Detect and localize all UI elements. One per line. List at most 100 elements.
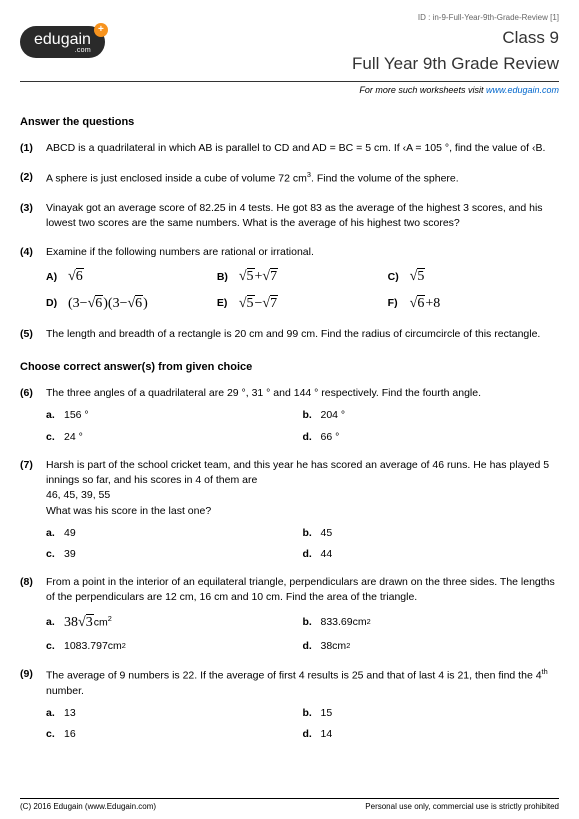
qtext-a: The average of 9 numbers is 22. If the a… (46, 670, 542, 682)
question-2: (2) A sphere is just enclosed inside a c… (20, 170, 559, 191)
qbody: ABCD is a quadrilateral in which AB is p… (46, 141, 559, 160)
footer: (C) 2016 Edugain (www.Edugain.com) Perso… (20, 798, 559, 813)
math-expr: 5 (410, 267, 426, 287)
math-expr: 383 (64, 613, 94, 633)
option-c: c. 1083.797cm2 (46, 636, 303, 657)
option-a: a.156 ° (46, 405, 303, 426)
qnum: (5) (20, 327, 46, 346)
question-3: (3) Vinayak got an average score of 82.2… (20, 201, 559, 235)
opt-label: a. (46, 526, 60, 541)
opt-val: 24 ° (64, 430, 83, 445)
qtext-line1: Harsh is part of the school cricket team… (46, 458, 559, 488)
title-block: Class 9 Full Year 9th Grade Review (352, 26, 559, 77)
qtext-b: . Find the volume of the sphere. (311, 173, 459, 185)
opt-label: c. (46, 430, 60, 445)
edugain-logo: edugain + .com (20, 26, 105, 58)
header-row: edugain + .com Class 9 Full Year 9th Gra… (20, 26, 559, 77)
option-b: b. 45 (303, 523, 560, 544)
footer-left: (C) 2016 Edugain (www.Edugain.com) (20, 801, 156, 813)
option-a: a. 49 (46, 523, 303, 544)
opt-label: D) (46, 296, 62, 311)
option-c: c.39 (46, 544, 303, 565)
option-f: F)6+8 (388, 291, 559, 317)
qtext: Examine if the following numbers are rat… (46, 245, 559, 260)
question-5: (5) The length and breadth of a rectangl… (20, 327, 559, 346)
opt-val: 16 (64, 727, 76, 742)
opt-val: 44 (321, 547, 333, 562)
opt-label: b. (303, 706, 317, 721)
qbody: A sphere is just enclosed inside a cube … (46, 170, 559, 191)
qtext: The average of 9 numbers is 22. If the a… (46, 667, 559, 699)
question-9: (9) The average of 9 numbers is 22. If t… (20, 667, 559, 745)
math-expr: 6 (68, 267, 84, 287)
qbody: Vinayak got an average score of 82.25 in… (46, 201, 559, 235)
divider (20, 81, 559, 82)
question-8: (8) From a point in the interior of an e… (20, 575, 559, 657)
opt-val: 14 (321, 727, 333, 742)
option-d: d.38cm2 (303, 636, 560, 657)
option-b: B)5+7 (217, 264, 388, 290)
qnum: (2) (20, 170, 46, 191)
options-row: a.383cm2 b.833.69cm2 c.1083.797cm2 d.38c… (46, 610, 559, 658)
opt-label: c. (46, 727, 60, 742)
opt-label: F) (388, 296, 404, 311)
option-d: d. 14 (303, 724, 560, 745)
subhead-link[interactable]: www.edugain.com (486, 85, 559, 95)
subhead-prefix: For more such worksheets visit (359, 85, 486, 95)
opt-val: 204 ° (321, 408, 346, 423)
options-row: a.13 b.15 c.16 d.14 (46, 703, 559, 745)
opt-label: A) (46, 270, 62, 285)
qbody: The average of 9 numbers is 22. If the a… (46, 667, 559, 745)
doc-id: ID : in-9-Full-Year-9th-Grade-Review [1] (20, 12, 559, 24)
opt-label: b. (303, 615, 317, 630)
opt-label: a. (46, 706, 60, 721)
header: ID : in-9-Full-Year-9th-Grade-Review [1]… (20, 12, 559, 97)
qnum: (1) (20, 141, 46, 160)
option-c: C)5 (388, 264, 559, 290)
superscript: 2 (346, 641, 350, 652)
opt-label: b. (303, 526, 317, 541)
opt-val: 1083.797cm (64, 639, 122, 654)
option-c: c. 24 ° (46, 427, 303, 448)
options-row: A) 6 B)5+7 C)5 D) (3−6)(3−6) E)5−7 F)6+8 (46, 264, 559, 317)
plus-icon: + (94, 23, 108, 37)
option-b: b. 204 ° (303, 405, 560, 426)
option-c: c. 16 (46, 724, 303, 745)
opt-label: a. (46, 408, 60, 423)
math-expr: 5−7 (239, 294, 278, 314)
opt-val: 66 ° (321, 430, 340, 445)
opt-label: d. (303, 727, 317, 742)
class-label: Class 9 (352, 26, 559, 51)
qbody: From a point in the interior of an equil… (46, 575, 559, 657)
superscript: 2 (122, 641, 126, 652)
section1-title: Answer the questions (20, 115, 559, 131)
math-expr: (3−6)(3−6) (68, 294, 148, 314)
superscript: th (542, 667, 548, 676)
question-1: (1) ABCD is a quadrilateral in which AB … (20, 141, 559, 160)
qnum: (3) (20, 201, 46, 235)
opt-val: 49 (64, 526, 76, 541)
qtext: The length and breadth of a rectangle is… (46, 327, 559, 342)
qtext-a: A sphere is just enclosed inside a cube … (46, 173, 307, 185)
option-e: E)5−7 (217, 291, 388, 317)
opt-label: d. (303, 430, 317, 445)
option-a: A) 6 (46, 264, 217, 290)
option-a: a. 13 (46, 703, 303, 724)
qbody: Examine if the following numbers are rat… (46, 245, 559, 317)
qnum: (6) (20, 386, 46, 448)
opt-val: 13 (64, 706, 76, 721)
option-a: a.383cm2 (46, 610, 303, 636)
opt-val: 45 (321, 526, 333, 541)
section2-title: Choose correct answer(s) from given choi… (20, 360, 559, 376)
options-row: a.156 ° b. 204 ° c. 24 ° d. 66 ° (46, 405, 559, 447)
opt-label: c. (46, 547, 60, 562)
opt-label: b. (303, 408, 317, 423)
opt-label: d. (303, 639, 317, 654)
question-7: (7) Harsh is part of the school cricket … (20, 458, 559, 565)
option-b: b.833.69cm2 (303, 610, 560, 636)
opt-label: c. (46, 639, 60, 654)
qtext: A sphere is just enclosed inside a cube … (46, 170, 559, 187)
superscript: 2 (367, 617, 371, 628)
opt-label: B) (217, 270, 233, 285)
footer-right: Personal use only, commercial use is str… (365, 801, 559, 813)
